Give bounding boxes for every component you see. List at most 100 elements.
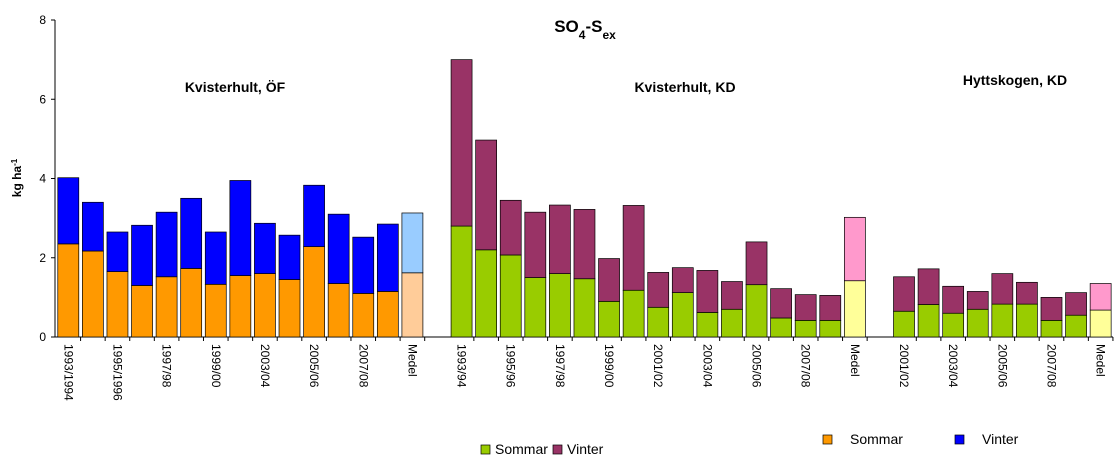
bar-segment — [942, 285, 965, 314]
bar-segment — [573, 278, 596, 338]
x-tick-label: Medel — [405, 344, 419, 377]
y-tick-label: 8 — [39, 13, 46, 27]
bar-segment — [794, 320, 817, 338]
x-tick-label: 2003/04 — [946, 344, 960, 388]
bar-segment — [549, 273, 571, 338]
bar-segment — [524, 277, 547, 338]
bar-segment — [794, 294, 817, 321]
bar-segment — [450, 225, 473, 338]
bar-segment — [352, 293, 375, 338]
bar-segment — [155, 276, 178, 338]
bar-segment — [401, 212, 424, 274]
bar-segment — [352, 236, 375, 294]
bar-segment — [229, 180, 252, 276]
bar-segment — [745, 284, 768, 338]
bar-segment — [1016, 303, 1038, 338]
x-tick-label: 1995/1996 — [110, 344, 124, 401]
x-tick-label: 2003/04 — [700, 344, 714, 388]
y-tick-label: 4 — [39, 172, 46, 186]
group-label: Kvisterhult, KD — [634, 79, 735, 95]
bar-segment — [82, 201, 104, 252]
bar-segment — [893, 310, 915, 338]
bar-segment — [1065, 292, 1087, 316]
y-tick-label: 2 — [39, 251, 46, 265]
bar-segment — [1065, 314, 1087, 338]
x-tick-label: 2007/08 — [356, 344, 370, 388]
bar-segment — [696, 270, 719, 313]
text-part: -1 — [10, 158, 19, 166]
bar-segment — [204, 231, 227, 285]
bar-segment — [647, 272, 670, 308]
x-tick-label: 2005/06 — [995, 344, 1009, 388]
x-tick-label: 1997/98 — [160, 344, 174, 388]
bar-segment — [401, 272, 424, 338]
x-tick-label: 2007/08 — [799, 344, 813, 388]
bar-segment — [131, 224, 153, 286]
bar-segment — [106, 271, 129, 338]
bar-segment — [745, 241, 768, 286]
bar-segment — [966, 308, 989, 338]
legend-swatch — [822, 434, 833, 445]
x-tick-label: 1999/00 — [602, 344, 616, 388]
bar-segment — [917, 268, 940, 305]
bar-segment — [229, 275, 252, 338]
bar-segment — [82, 250, 104, 338]
bar-segment — [1040, 297, 1063, 321]
x-tick-label: 2007/08 — [1044, 344, 1058, 388]
bar-segment — [303, 184, 325, 248]
x-tick-label: 1997/98 — [553, 344, 567, 388]
bar-segment — [843, 216, 866, 282]
y-axis-label: kg ha-1 — [10, 158, 25, 197]
bar-segment — [549, 204, 571, 274]
x-tick-label: 2003/04 — [258, 344, 272, 388]
bar-segment — [254, 273, 276, 338]
bar-segment — [696, 312, 719, 338]
bar-segment — [991, 303, 1014, 338]
bar-segment — [450, 59, 473, 227]
bar-segment — [376, 291, 399, 338]
bar-segment — [721, 308, 743, 338]
bar-segment — [57, 177, 80, 245]
bar-segment — [499, 199, 522, 256]
x-tick-label: 2005/06 — [750, 344, 764, 388]
bar-segment — [819, 295, 842, 321]
bar-segment — [1040, 320, 1063, 338]
x-tick-label: Medel — [848, 344, 862, 377]
bar-segment — [278, 279, 301, 338]
chart-title: SO4-Sex — [554, 17, 616, 42]
bar-segment — [1016, 281, 1038, 305]
bar-segment — [573, 209, 596, 280]
bar-segment — [598, 258, 620, 302]
bar-segment — [254, 222, 276, 274]
text-part: kg ha — [10, 166, 24, 198]
bar-segment — [1089, 309, 1112, 338]
y-tick-label: 6 — [39, 92, 46, 106]
bar-segment — [1089, 283, 1112, 311]
bar-segment — [622, 205, 645, 291]
bar-segment — [991, 273, 1014, 305]
bar-segment — [917, 304, 940, 338]
bar-segment — [475, 249, 497, 338]
text-part: -S — [585, 17, 602, 36]
legend-swatch — [552, 444, 563, 455]
bar-segment — [327, 213, 350, 284]
bar-segment — [647, 306, 670, 338]
bar-segment — [106, 231, 129, 272]
bar-segment — [843, 280, 866, 338]
bar-segment — [622, 289, 645, 338]
bar-segment — [598, 300, 620, 338]
legend-swatch — [480, 444, 491, 455]
x-tick-label: 1993/94 — [455, 344, 469, 388]
bar-segment — [204, 283, 227, 338]
bar-segment — [966, 291, 989, 310]
bar-segment — [942, 312, 965, 338]
x-tick-label: 2001/02 — [651, 344, 665, 388]
x-tick-label: 1995/96 — [504, 344, 518, 388]
legend-swatch — [954, 434, 965, 445]
bar-segment — [721, 281, 743, 310]
legend-label: Sommar — [850, 431, 903, 447]
legend-label: Vinter — [567, 441, 604, 457]
text-part: 4 — [579, 28, 586, 42]
bar-segment — [180, 268, 203, 338]
